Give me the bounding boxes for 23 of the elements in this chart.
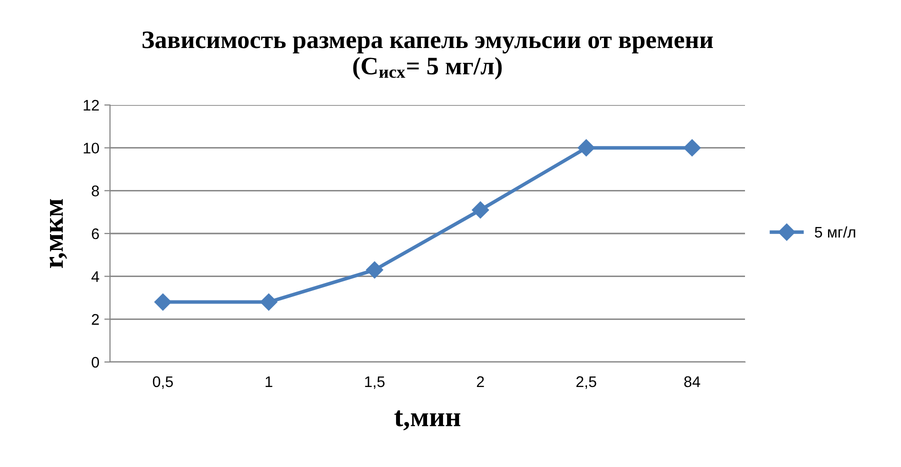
x-tick-label: 0,5 <box>152 376 173 389</box>
x-axis-title: t,мин <box>394 410 460 430</box>
point <box>578 139 595 156</box>
x-tick-label: 1 <box>266 376 272 387</box>
x-tick-label: 2 <box>476 376 484 387</box>
y-tick-label: 0 <box>92 356 99 368</box>
y-tick-label: 4 <box>91 271 100 282</box>
y-tick-label: 8 <box>92 186 99 196</box>
point <box>154 293 172 311</box>
y-axis-title: r,мкм <box>50 199 68 268</box>
point <box>260 293 278 311</box>
x-tick-label: 2,5 <box>576 376 596 389</box>
y-tick-label: 10 <box>84 142 99 154</box>
point <box>684 139 701 156</box>
point <box>366 261 384 278</box>
legend-label: 5 мг/л <box>814 226 856 238</box>
y-tick-label: 2 <box>92 314 99 325</box>
y-tick-label: 6 <box>92 228 99 240</box>
x-tick-label: 84 <box>684 376 700 388</box>
y-tick-label: 12 <box>84 100 99 111</box>
x-tick-label: 1,5 <box>365 376 385 389</box>
point <box>472 201 489 218</box>
chart-title: Зависимость размера капель эмульсии от времени (C$_{исх}$= 5 мг/л) <box>142 31 713 80</box>
